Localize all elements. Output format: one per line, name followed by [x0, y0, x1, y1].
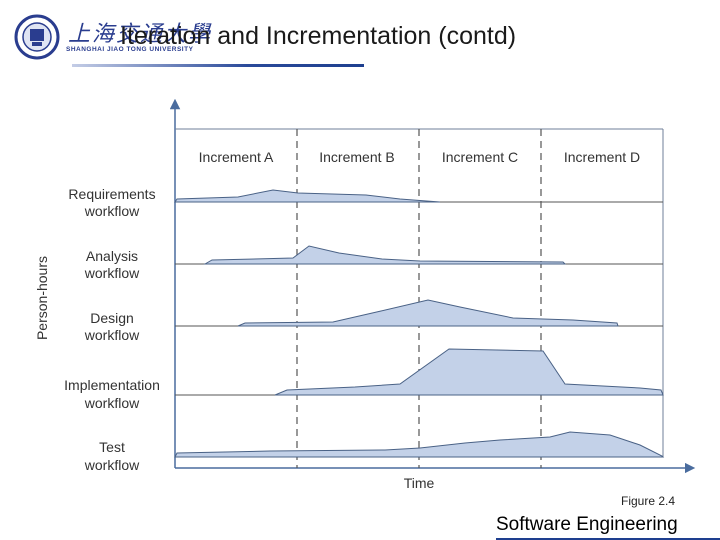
increment-label-c: Increment C: [442, 149, 518, 165]
logo-english-name: SHANGHAI JIAO TONG UNIVERSITY: [66, 46, 194, 53]
workflow-label-line2: workflow: [84, 457, 140, 473]
workflow-label-line1: Implementation: [64, 377, 160, 393]
implementation-workflow-profile: [274, 348, 664, 396]
workflow-label-line1: Analysis: [86, 248, 138, 264]
workflow-label-line2: workflow: [84, 265, 140, 281]
workflow-label-line1: Requirements: [68, 186, 155, 202]
increment-label-b: Increment B: [319, 149, 394, 165]
workflow-label-line2: workflow: [84, 327, 140, 343]
university-seal-logo: [14, 14, 60, 60]
logo-chinese-name: 上海交通大學: [68, 22, 213, 47]
slide-title: Iteration and Incrementation (contd): [120, 22, 517, 50]
requirements-workflow-profile: [174, 189, 441, 203]
footer-course-name: Software Engineering: [496, 514, 678, 535]
workflow-label-line1: Test: [99, 439, 125, 455]
analysis-workflow-profile: [203, 245, 567, 265]
workflow-label-line1: Design: [90, 310, 134, 326]
figure-caption: Figure 2.4: [621, 494, 676, 508]
test-workflow-profile: [174, 431, 665, 458]
footer-underline: [496, 538, 720, 540]
workflow-label-line2: workflow: [84, 203, 140, 219]
design-workflow-profile: [237, 299, 619, 327]
increment-label-a: Increment A: [199, 149, 274, 165]
workflow-label-line2: workflow: [84, 395, 140, 411]
increment-label-d: Increment D: [564, 149, 640, 165]
y-axis-label: Person-hours: [34, 256, 50, 340]
x-axis-label: Time: [404, 475, 435, 491]
title-underline: [72, 64, 364, 67]
